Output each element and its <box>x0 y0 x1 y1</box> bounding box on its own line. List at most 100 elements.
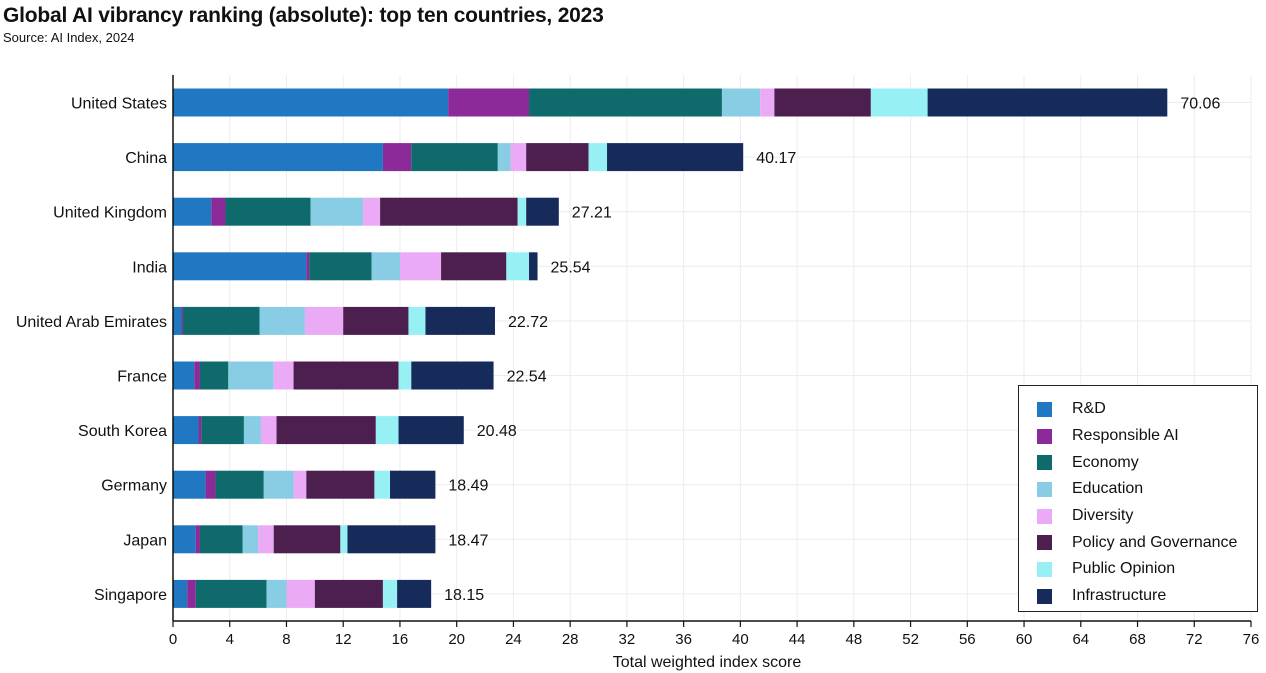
legend-item: Economy <box>1019 449 1257 476</box>
bar-segment <box>225 197 311 226</box>
legend-swatch <box>1037 401 1052 417</box>
legend-label: Infrastructure <box>1072 587 1167 605</box>
bar-segment <box>215 470 264 499</box>
category-label: France <box>117 369 167 386</box>
category-label: United Arab Emirates <box>16 314 167 331</box>
x-tick-label: 40 <box>732 631 749 648</box>
bar-segment <box>199 361 229 390</box>
x-tick-label: 64 <box>1072 631 1089 648</box>
bar-segment <box>199 525 243 554</box>
bar-segment <box>398 416 464 445</box>
x-tick-label: 68 <box>1129 631 1146 648</box>
bar-segment <box>194 361 200 390</box>
bar-segment <box>243 416 261 445</box>
legend-label: Diversity <box>1072 507 1134 525</box>
category-label: United States <box>71 96 167 113</box>
bar-segment <box>195 525 200 554</box>
x-tick-label: 4 <box>226 631 234 648</box>
bar-segment <box>448 88 530 117</box>
bar-segment <box>228 361 274 390</box>
bar-segment <box>181 306 183 335</box>
x-tick-label: 56 <box>959 631 976 648</box>
category-label: China <box>125 150 167 167</box>
bar-segment <box>774 88 871 117</box>
bar-segment <box>211 197 226 226</box>
legend-item: Diversity <box>1019 503 1257 530</box>
legend-label: Public Opinion <box>1072 560 1176 578</box>
bar-segment <box>173 525 196 554</box>
bar-segment <box>390 470 436 499</box>
legend-label: R&D <box>1072 400 1106 418</box>
bar-segment <box>182 306 260 335</box>
x-tick-label: 36 <box>675 631 692 648</box>
legend-label: Education <box>1072 480 1144 498</box>
bar-segment <box>411 361 494 390</box>
chart-title: Global AI vibrancy ranking (absolute): t… <box>3 4 604 27</box>
category-label: Japan <box>123 532 167 549</box>
bar-segment <box>173 306 182 335</box>
legend-item: Public Opinion <box>1019 556 1257 583</box>
bar-segment <box>870 88 928 117</box>
total-label: 18.15 <box>444 587 484 604</box>
bar-segment <box>371 252 400 281</box>
bar-segment <box>286 579 315 608</box>
x-tick-label: 44 <box>789 631 806 648</box>
bar-segment <box>276 416 376 445</box>
bar-segment <box>347 525 436 554</box>
bar-segment <box>411 143 498 172</box>
bar-segment <box>363 197 381 226</box>
legend-label: Responsible AI <box>1072 427 1179 445</box>
bar-segment <box>588 143 608 172</box>
bar-segment <box>343 306 409 335</box>
bar-segment <box>259 306 305 335</box>
x-tick-label: 16 <box>392 631 409 648</box>
legend-item: Policy and Governance <box>1019 529 1257 556</box>
bar-segment <box>273 525 341 554</box>
x-tick-label: 60 <box>1016 631 1033 648</box>
total-label: 20.48 <box>477 423 517 440</box>
bar-segment <box>398 361 412 390</box>
legend-swatch <box>1037 561 1052 577</box>
bar-segment <box>374 470 391 499</box>
x-axis-label: Total weighted index score <box>613 654 802 671</box>
total-label: 70.06 <box>1180 96 1220 113</box>
category-label: South Korea <box>78 423 167 440</box>
bar-segment <box>306 252 310 281</box>
legend-label: Policy and Governance <box>1072 533 1238 551</box>
bar-segment <box>198 416 202 445</box>
x-tick-label: 48 <box>845 631 862 648</box>
bar-segment <box>517 197 527 226</box>
legend-swatch <box>1037 455 1052 471</box>
x-tick-label: 76 <box>1243 631 1260 648</box>
x-tick-label: 52 <box>902 631 919 648</box>
bar-segment <box>310 197 364 226</box>
bar-segment <box>173 197 212 226</box>
legend-swatch <box>1037 535 1052 551</box>
bar-segment <box>304 306 344 335</box>
bar-segment <box>425 306 495 335</box>
chart-legend: R&D Responsible AI Economy Education Diversi… <box>1018 385 1258 612</box>
bar-segment <box>314 579 383 608</box>
bar-segment <box>760 88 775 117</box>
bar-segment <box>263 470 294 499</box>
bar-segment <box>173 416 199 445</box>
bar-segment <box>273 361 294 390</box>
x-tick-label: 72 <box>1186 631 1203 648</box>
total-label: 22.54 <box>507 369 547 386</box>
bar-segment <box>173 361 195 390</box>
category-label: India <box>132 259 167 276</box>
x-tick-label: 28 <box>562 631 579 648</box>
total-label: 40.17 <box>756 150 796 167</box>
bar-segment <box>173 88 449 117</box>
legend-swatch <box>1037 508 1052 524</box>
bar-segment <box>380 197 518 226</box>
bar-segment <box>340 525 348 554</box>
total-label: 18.47 <box>448 532 488 549</box>
legend-swatch <box>1037 481 1052 497</box>
chart-source: Source: AI Index, 2024 <box>3 30 135 45</box>
category-label: Germany <box>101 478 167 495</box>
bar-segment <box>506 252 530 281</box>
category-label: United Kingdom <box>53 205 167 222</box>
x-tick-label: 24 <box>505 631 522 648</box>
bar-segment <box>441 252 507 281</box>
